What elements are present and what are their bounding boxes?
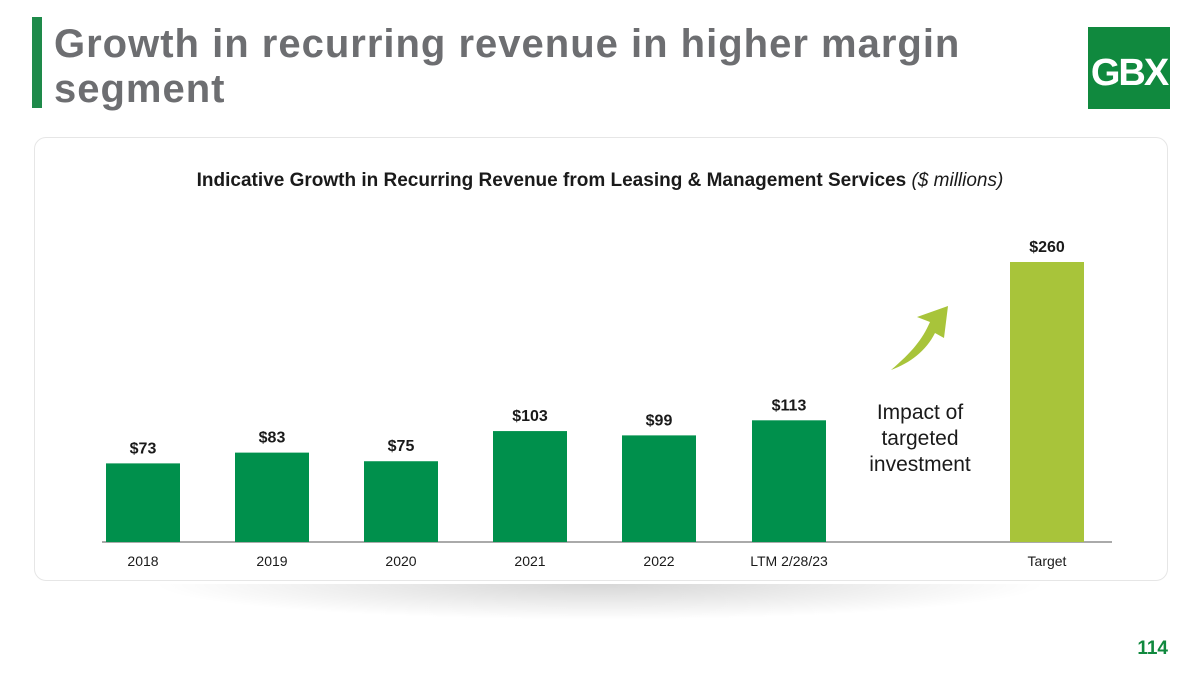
x-tick-label: Target (1028, 553, 1067, 569)
page-number: 114 (1137, 638, 1168, 659)
gbx-logo-mark: GBX (1088, 27, 1172, 109)
x-tick-label: 2019 (256, 553, 287, 569)
data-label: $75 (388, 438, 415, 455)
gbx-logo: GBX (1088, 27, 1172, 109)
page-title: Growth in recurring revenue in higher ma… (54, 22, 961, 111)
data-label: $83 (259, 430, 286, 447)
x-tick-label: LTM 2/28/23 (750, 553, 828, 569)
data-label: $73 (130, 440, 157, 457)
chart-title-unit: ($ millions) (911, 170, 1004, 191)
bar-2020 (364, 461, 438, 542)
growth-arrow-icon (891, 306, 948, 370)
bar-2019 (235, 452, 309, 542)
x-tick-label: 2022 (643, 553, 674, 569)
chart-title: Indicative Growth in Recurring Revenue f… (0, 170, 1200, 192)
data-label: $113 (772, 397, 807, 414)
chart-title-main: Indicative Growth in Recurring Revenue f… (196, 170, 907, 191)
bar-target (1010, 262, 1084, 542)
x-tick-label: 2018 (127, 553, 158, 569)
card-shadow (150, 584, 1050, 620)
bar-2022 (622, 435, 696, 542)
title-accent-bar (32, 17, 42, 108)
bar-ltm-2-28-23 (752, 420, 826, 542)
bar-2021 (493, 431, 567, 542)
data-label: $260 (1029, 239, 1065, 256)
impact-annotation: Impact of targeted investment (869, 401, 971, 476)
x-tick-label: 2020 (385, 553, 416, 569)
data-label: $103 (512, 408, 548, 425)
data-label: $99 (646, 412, 673, 429)
bar-2018 (106, 463, 180, 542)
x-tick-label: 2021 (514, 553, 545, 569)
logo-text: GBX (1091, 52, 1170, 94)
chart-card (34, 137, 1168, 581)
